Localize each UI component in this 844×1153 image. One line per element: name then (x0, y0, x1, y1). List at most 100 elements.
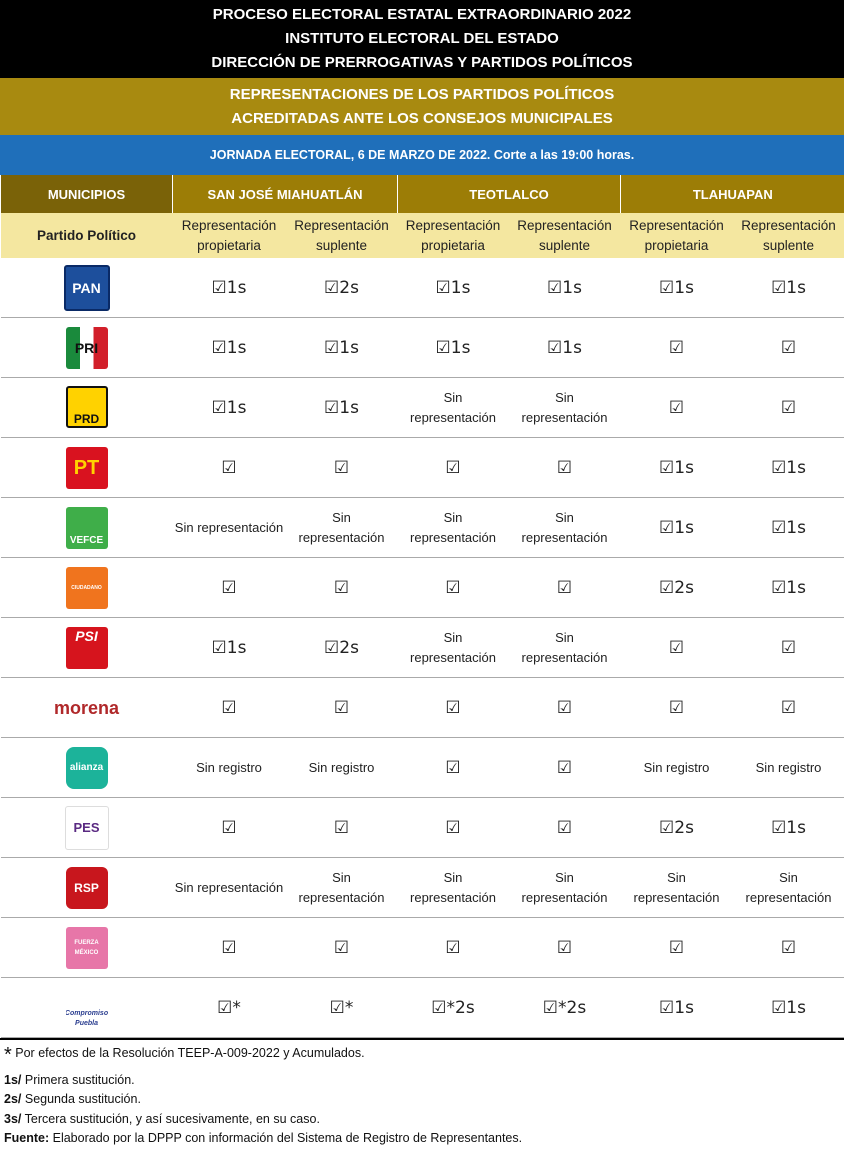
status-text: Sin registro (621, 738, 733, 798)
sub-header-text: Representación propietaria (406, 218, 501, 253)
status-check: ☑ (621, 318, 733, 378)
party-cell: morena (1, 678, 173, 738)
status-check: ☑ (173, 558, 286, 618)
status-check: ☑* (173, 978, 286, 1038)
status-check: ☑1s (509, 318, 621, 378)
note-text: Tercera sustitución, y así sucesivamente… (21, 1112, 320, 1126)
party-row: PRI☑1s☑1s☑1s☑1s☑☑ (1, 318, 844, 378)
sub-header-cell: Representación propietaria (621, 213, 733, 258)
party-row: PES☑☑☑☑☑2s☑1s (1, 798, 844, 858)
status-check: ☑ (509, 558, 621, 618)
status-check: ☑ (398, 558, 509, 618)
status-check: ☑ (286, 918, 398, 978)
header-line: DIRECCIÓN DE PRERROGATIVAS Y PARTIDOS PO… (0, 51, 844, 75)
party-cell: PRD (1, 378, 173, 438)
party-logo: PRI (66, 327, 108, 369)
party-cell: PSI (1, 618, 173, 678)
status-check: ☑2s (621, 558, 733, 618)
party-logo: RSP (66, 867, 108, 909)
party-logo: alianza (66, 747, 108, 789)
status-check: ☑1s (621, 498, 733, 558)
status-check: ☑ (173, 918, 286, 978)
party-cell: PT (1, 438, 173, 498)
footnote-mark: * (4, 1044, 12, 1066)
party-row: CIUDADANO☑☑☑☑☑2s☑1s (1, 558, 844, 618)
status-check: ☑1s (173, 378, 286, 438)
party-cell: RSP (1, 858, 173, 918)
status-text: Sin representación (733, 858, 844, 918)
status-check: ☑ (733, 618, 844, 678)
sub-header-text: Representación suplente (517, 218, 612, 253)
status-check: ☑ (398, 798, 509, 858)
status-check: ☑1s (621, 258, 733, 318)
status-check: ☑1s (733, 438, 844, 498)
status-check: ☑1s (733, 258, 844, 318)
party-row: morena☑☑☑☑☑☑ (1, 678, 844, 738)
note: 3s/ Tercera sustitución, y así sucesivam… (4, 1110, 840, 1130)
status-check: ☑1s (733, 558, 844, 618)
party-row: FUERZA MÉXICO☑☑☑☑☑☑ (1, 918, 844, 978)
status-text: Sin representación (621, 858, 733, 918)
source-key: Fuente: (4, 1131, 49, 1145)
status-text: Sin registro (173, 738, 286, 798)
status-check: ☑ (398, 918, 509, 978)
status-check: ☑2s (621, 798, 733, 858)
sub-header-cell: Representación suplente (733, 213, 844, 258)
status-check: ☑ (509, 678, 621, 738)
status-text: Sin representación (509, 378, 621, 438)
footnote-text: Por efectos de la Resolución TEEP-A-009-… (12, 1046, 365, 1060)
header-date: JORNADA ELECTORAL, 6 DE MARZO DE 2022. C… (0, 135, 844, 175)
party-row: PAN☑1s☑2s☑1s☑1s☑1s☑1s (1, 258, 844, 318)
status-text: Sin representación (286, 858, 398, 918)
status-check: ☑1s (173, 618, 286, 678)
party-cell: alianza (1, 738, 173, 798)
status-text: Sin representación (509, 618, 621, 678)
status-check: ☑ (286, 678, 398, 738)
party-cell: Compromiso Puebla (1, 978, 173, 1038)
status-check: ☑ (621, 918, 733, 978)
status-check: ☑1s (286, 318, 398, 378)
note-key: 3s/ (4, 1112, 21, 1126)
status-text: Sin representación (173, 498, 286, 558)
note-text: Segunda sustitución. (21, 1092, 141, 1106)
party-logo: PRD (66, 386, 108, 428)
status-check: ☑* (286, 978, 398, 1038)
sub-header-text: Representación propietaria (182, 218, 277, 253)
status-text: Sin representación (398, 858, 509, 918)
party-logo: PAN (64, 265, 110, 311)
status-check: ☑ (173, 798, 286, 858)
sub-header-cell: Representación propietaria (173, 213, 286, 258)
sub-header-cell: Partido Político (1, 213, 173, 258)
status-text: Sin representación (286, 498, 398, 558)
status-check: ☑2s (286, 618, 398, 678)
party-cell: CIUDADANO (1, 558, 173, 618)
party-row: Compromiso Puebla☑*☑*☑*2s☑*2s☑1s☑1s (1, 978, 844, 1038)
sub-header-cell: Representación suplente (286, 213, 398, 258)
status-text: Sin representación (398, 378, 509, 438)
status-check: ☑ (286, 798, 398, 858)
status-text: Sin registro (286, 738, 398, 798)
status-check: ☑1s (509, 258, 621, 318)
status-check: ☑1s (621, 978, 733, 1038)
status-check: ☑1s (733, 978, 844, 1038)
footnote: * Por efectos de la Resolución TEEP-A-00… (4, 1044, 840, 1066)
source: Fuente: Elaborado por la DPPP con inform… (4, 1129, 840, 1149)
source-text: Elaborado por la DPPP con información de… (49, 1131, 522, 1145)
sub-header-text: Representación suplente (741, 218, 836, 253)
status-check: ☑ (733, 678, 844, 738)
status-check: ☑ (286, 558, 398, 618)
note: 2s/ Segunda sustitución. (4, 1090, 840, 1110)
party-cell: PES (1, 798, 173, 858)
municipality-header: TEOTLALCO (398, 175, 621, 213)
status-check: ☑ (509, 798, 621, 858)
status-check: ☑ (733, 918, 844, 978)
party-logo: VEFCE (66, 507, 108, 549)
status-check: ☑ (173, 678, 286, 738)
party-logo: FUERZA MÉXICO (66, 927, 108, 969)
status-check: ☑1s (173, 258, 286, 318)
status-text: Sin representación (509, 498, 621, 558)
